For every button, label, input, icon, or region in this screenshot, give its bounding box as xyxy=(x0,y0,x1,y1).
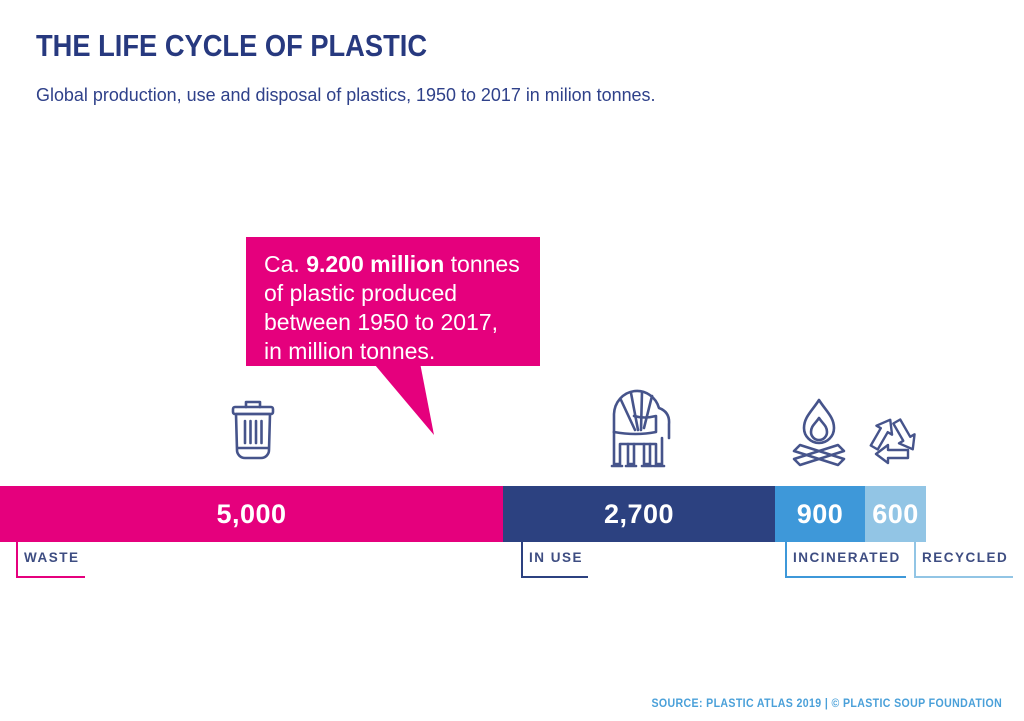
source-prefix: SOURCE: PLASTIC ATLAS 2019 | © xyxy=(651,698,843,710)
category-label-incinerated-text: INCINERATED xyxy=(793,550,901,565)
category-label-in-use-text: IN USE xyxy=(529,550,584,565)
bar-value-recycled: 600 xyxy=(872,498,919,529)
recycle-icon xyxy=(862,403,924,467)
annotation-line3: between 1950 to 2017, xyxy=(264,309,499,335)
category-label-waste-text: WASTE xyxy=(24,550,80,565)
source-organization: PLASTIC SOUP FOUNDATION xyxy=(842,698,1002,710)
page-subtitle: Global production, use and disposal of p… xyxy=(36,84,656,105)
source-credit: SOURCE: PLASTIC ATLAS 2019 | © PLASTIC S… xyxy=(651,698,1002,710)
category-label-waste: WASTE xyxy=(16,542,85,578)
category-label-in-use: IN USE xyxy=(521,542,589,578)
annotation-line1-suffix: tonnes xyxy=(444,251,520,277)
annotation-bold-value: 9.200 million xyxy=(306,251,445,277)
bar-segment-recycled: 600 xyxy=(865,486,926,542)
trash-icon xyxy=(227,398,279,464)
page-title: THE LIFE CYCLE OF PLASTIC xyxy=(36,28,428,63)
campfire-icon xyxy=(788,397,850,469)
annotation-line1-prefix: Ca. xyxy=(264,251,307,277)
category-label-recycled: RECYCLED xyxy=(914,542,1014,578)
bar-value-in-use: 2,700 xyxy=(603,498,675,529)
bar-value-waste: 5,000 xyxy=(216,498,287,529)
annotation-line4: in million tonnes. xyxy=(264,338,436,364)
annotation-line2: of plastic produced xyxy=(264,280,458,306)
category-label-incinerated: INCINERATED xyxy=(785,542,906,578)
stacked-bar: 5,000 2,700 900 600 xyxy=(0,486,926,542)
bar-segment-in-use: 2,700 xyxy=(503,486,775,542)
annotation-bubble-tail xyxy=(375,365,434,435)
bar-segment-incinerated: 900 xyxy=(775,486,865,542)
bar-segment-waste: 5,000 xyxy=(0,486,503,542)
category-label-recycled-text: RECYCLED xyxy=(922,550,1009,565)
bar-value-incinerated: 900 xyxy=(796,498,844,529)
annotation-bubble: Ca. 9.200 million tonnes of plastic prod… xyxy=(246,237,540,366)
chair-icon xyxy=(604,386,674,472)
